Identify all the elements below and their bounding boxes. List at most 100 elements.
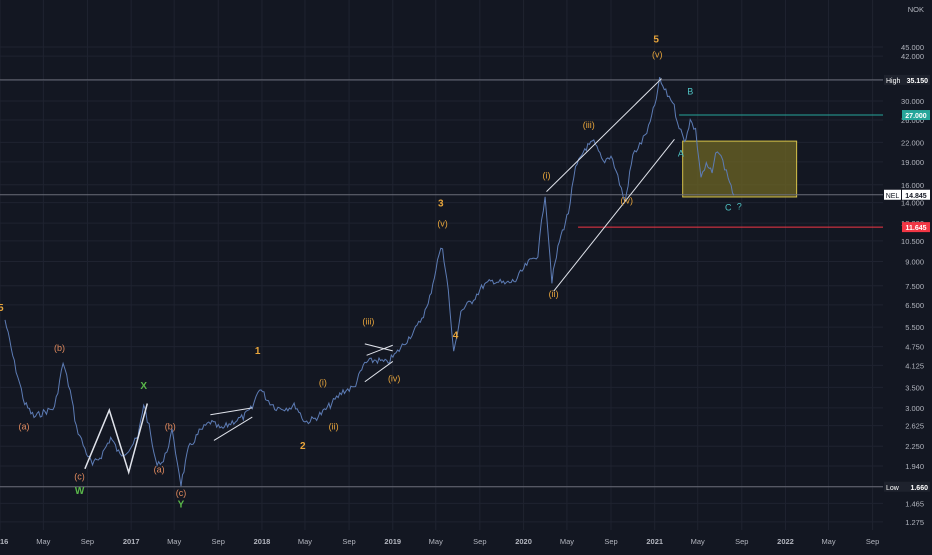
channel-line [364, 361, 394, 383]
x-tick-label: Sep [735, 537, 748, 546]
wave-label: 3 [438, 198, 444, 209]
wave-label: W [75, 486, 85, 497]
y-tick-label: 26.000 [901, 116, 924, 125]
y-tick-label: 3.000 [905, 404, 924, 413]
wave-label: (v) [437, 218, 448, 228]
x-tick-label: May [560, 537, 574, 546]
wave-label: (a) [19, 422, 30, 432]
y-tick-label: 16.000 [901, 181, 924, 190]
price-tag-value: 14.845 [905, 193, 927, 200]
wave-label: (i) [542, 170, 550, 180]
price-tag-value: 11.645 [905, 225, 926, 232]
y-tick-label: 22.000 [901, 138, 924, 147]
target-zone [682, 140, 798, 198]
y-tick-label: 19.000 [901, 158, 924, 167]
y-tick-label: 1.275 [905, 518, 924, 527]
wave-label: (b) [54, 343, 65, 353]
y-tick-label: 10.500 [901, 237, 924, 246]
wave-label: (a) [154, 464, 165, 474]
x-tick-label: May [298, 537, 312, 546]
x-tick-label: Sep [81, 537, 94, 546]
channel-line [213, 416, 253, 441]
x-tick-label: Sep [342, 537, 355, 546]
channel-line [364, 343, 393, 352]
wave-label: A [678, 148, 684, 158]
y-tick-label: 45.000 [901, 43, 924, 52]
wave-label: (iii) [583, 120, 595, 130]
x-tick-label: 2021 [646, 537, 663, 546]
wave-label: C [725, 202, 732, 212]
wave-label: 1 [255, 346, 261, 357]
wave-label: (iv) [388, 374, 401, 384]
y-tick-label: 1.940 [905, 462, 924, 471]
y-tick-label: 2.250 [905, 442, 924, 451]
wxy-zigzag-line [84, 403, 149, 475]
wave-label: B [687, 86, 693, 96]
x-tick-label: Sep [604, 537, 617, 546]
y-tick-label: 4.750 [905, 343, 924, 352]
wave-label: 5 [653, 35, 659, 46]
y-tick-label: 3.500 [905, 383, 924, 392]
wave-label: (c) [74, 472, 85, 482]
y-tick-label: 30.000 [901, 97, 924, 106]
x-tick-label: May [821, 537, 835, 546]
x-tick-label: Sep [473, 537, 486, 546]
x-tick-label: 2016 [0, 537, 8, 546]
channel-line [366, 344, 393, 356]
x-tick-label: 2019 [384, 537, 401, 546]
y-tick-label: 7.500 [905, 282, 924, 291]
wave-label: 2 [300, 441, 306, 452]
price-tag [902, 110, 930, 121]
y-tick-label: 9.000 [905, 257, 924, 266]
wave-label: (ii) [329, 422, 339, 432]
price-tag-value: 35.150 [907, 78, 929, 85]
x-tick-label: May [167, 537, 181, 546]
symbol-tag-label: NEL [886, 193, 900, 200]
wave-label: X [140, 381, 147, 392]
y-tick-label: 2.625 [905, 422, 924, 431]
wave-label: ? [737, 201, 742, 211]
x-tick-label: Sep [212, 537, 225, 546]
x-tick-label: May [429, 537, 443, 546]
x-tick-label: May [691, 537, 705, 546]
wave-label: (v) [652, 50, 663, 60]
wave-label: (ii) [549, 289, 559, 299]
price-tag [884, 481, 930, 492]
wave-label: Y [178, 500, 185, 511]
wave-label: 5 [0, 303, 4, 314]
x-tick-label: 2020 [515, 537, 532, 546]
wave-label: (i) [319, 377, 327, 387]
y-tick-label: 14.000 [901, 199, 924, 208]
price-tag-value: 1.660 [910, 485, 928, 492]
currency-label: NOK [908, 5, 924, 14]
price-tag [902, 222, 930, 233]
wave-label: (iv) [621, 196, 634, 206]
x-tick-label: Sep [866, 537, 879, 546]
price-tag [902, 189, 930, 200]
wave-label: (iii) [362, 317, 374, 327]
price-series [4, 76, 735, 487]
y-tick-label: 4.125 [905, 361, 924, 370]
wave-label: (c) [176, 488, 187, 498]
x-tick-label: 2018 [254, 537, 271, 546]
wave-label: (b) [165, 422, 176, 432]
price-tag-name: High [886, 78, 901, 85]
channel-line [210, 407, 253, 416]
y-tick-label: 5.500 [905, 323, 924, 332]
symbol-tag [884, 189, 901, 200]
y-tick-label: 42.000 [901, 52, 924, 61]
x-tick-label: 2017 [123, 537, 140, 546]
channel-line [546, 78, 662, 192]
y-tick-label: 6.500 [905, 301, 924, 310]
x-tick-label: May [36, 537, 50, 546]
price-tag-value: 27.000 [905, 113, 927, 120]
price-tag [884, 74, 930, 85]
wave-label: 4 [453, 330, 459, 341]
x-tick-label: 2022 [777, 537, 794, 546]
price-tag-name: Low [886, 485, 900, 492]
y-tick-label: 1.465 [905, 499, 924, 508]
channel-line [553, 139, 675, 292]
